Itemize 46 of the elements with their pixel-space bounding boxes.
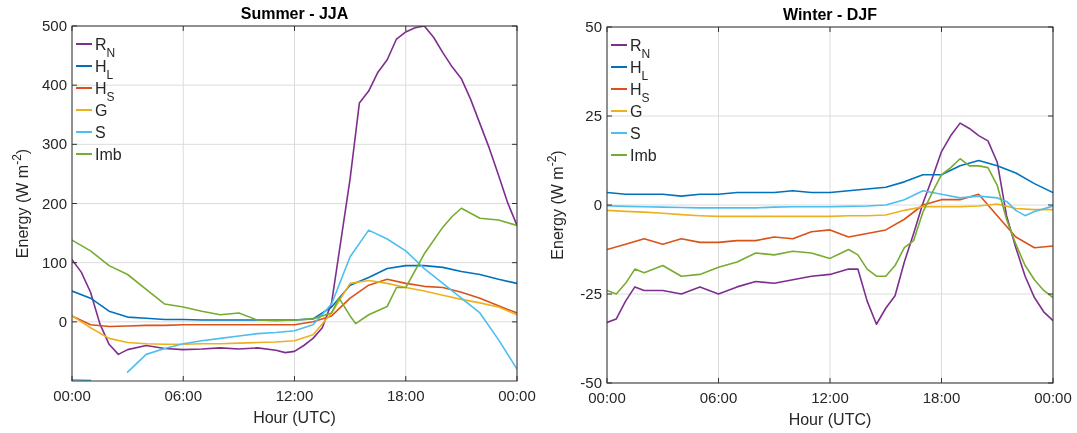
x-tick-label: 18:00 bbox=[922, 389, 961, 406]
x-tick-label: 00:00 bbox=[498, 387, 536, 404]
line-series bbox=[72, 264, 517, 321]
legend-label: H$_{L}$ bbox=[95, 58, 114, 82]
x-tick-label: 06:00 bbox=[699, 389, 738, 406]
line-series bbox=[72, 207, 517, 325]
x-tick-label: 18:00 bbox=[386, 387, 425, 404]
y-tick-label: 400 bbox=[41, 76, 67, 94]
line-series bbox=[607, 193, 1053, 251]
line-series bbox=[607, 122, 1053, 326]
y-tick-label: 0 bbox=[58, 312, 67, 330]
line-series bbox=[607, 159, 1053, 197]
legend-label: H$_{S}$ bbox=[95, 80, 115, 104]
line-series bbox=[607, 189, 1053, 217]
legend-label: R$_{N}$ bbox=[630, 37, 651, 61]
legend-label: H$_{S}$ bbox=[630, 81, 650, 105]
y-tick-label: 500 bbox=[41, 17, 67, 34]
y-tick-label: 50 bbox=[585, 18, 602, 35]
legend-label: H$_{L}$ bbox=[630, 59, 649, 83]
line-series bbox=[72, 278, 517, 328]
x-tick-label: 00:00 bbox=[588, 389, 626, 406]
chart-title: Summer - JJA bbox=[240, 5, 349, 22]
legend-label: Imb bbox=[95, 146, 122, 163]
chart-title: Winter - DJF bbox=[782, 6, 878, 23]
legend-label: G bbox=[95, 102, 108, 119]
x-tick-label: 00:00 bbox=[1034, 389, 1072, 406]
x-tick-label: 00:00 bbox=[53, 387, 91, 404]
x-axis-title: Hour (UTC) bbox=[253, 409, 336, 426]
legend-label: G bbox=[630, 103, 643, 120]
y-tick-label: -25 bbox=[580, 285, 602, 302]
x-tick-label: 12:00 bbox=[811, 389, 849, 406]
x-tick-label: 06:00 bbox=[164, 387, 203, 404]
x-tick-label: 12:00 bbox=[275, 387, 314, 404]
legend-label: S bbox=[630, 125, 641, 142]
legend-label: R$_{N}$ bbox=[95, 36, 116, 60]
y-tick-label: 200 bbox=[41, 194, 67, 212]
y-tick-label: 25 bbox=[585, 107, 602, 124]
legend-label: S bbox=[95, 124, 106, 141]
legend-label: Imb bbox=[630, 147, 657, 164]
line-series bbox=[607, 203, 1053, 218]
y-tick-label: 0 bbox=[593, 196, 602, 213]
line-series bbox=[72, 279, 517, 346]
y-tick-label: 300 bbox=[41, 135, 67, 153]
x-axis-title: Hour (UTC) bbox=[788, 411, 872, 428]
y-tick-label: -50 bbox=[580, 374, 602, 391]
y-tick-label: 100 bbox=[41, 253, 67, 271]
